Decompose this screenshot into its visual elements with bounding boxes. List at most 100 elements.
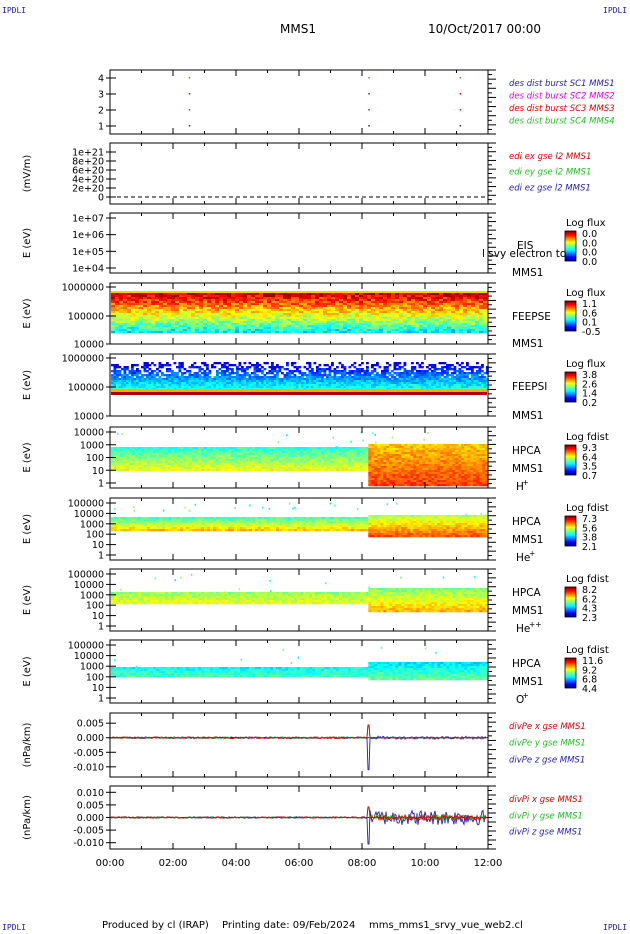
- heatmap-cell: [228, 469, 232, 472]
- heatmap-cell: [180, 467, 184, 470]
- heatmap-cell: [327, 461, 331, 464]
- heatmap-cell: [423, 386, 427, 389]
- heatmap-cell: [407, 462, 411, 465]
- heatmap-cell: [341, 372, 344, 375]
- heatmap-cell: [159, 295, 164, 298]
- heatmap-cell: [379, 329, 384, 332]
- heatmap-cell: [301, 372, 304, 375]
- heatmap-cell: [419, 319, 424, 322]
- heatmap-cell: [319, 325, 324, 328]
- heatmap-cell: [207, 329, 212, 332]
- heatmap-cell: [386, 460, 390, 463]
- heatmap-cell: [216, 467, 220, 470]
- heatmap-cell: [263, 321, 268, 324]
- heatmap-cell: [235, 299, 240, 302]
- heatmap-cell: [354, 465, 358, 468]
- heatmap-cell: [303, 465, 307, 468]
- heatmap-cell: [256, 376, 259, 379]
- heatmap-cell: [210, 461, 214, 464]
- heatmap-cell: [191, 301, 196, 304]
- heatmap-cell: [355, 319, 360, 322]
- heatmap-cell: [228, 382, 232, 385]
- heatmap-cell: [348, 374, 352, 377]
- heatmap-cell: [258, 455, 262, 458]
- heatmap-cell: [297, 459, 301, 462]
- heatmap-cell: [158, 382, 162, 385]
- heatmap-cell: [201, 447, 205, 450]
- heatmap-cell: [338, 362, 342, 365]
- heatmap-cell: [377, 454, 381, 457]
- heatmap-cell: [294, 455, 298, 458]
- heatmap-cell: [135, 449, 139, 452]
- heatmap-cell: [267, 461, 271, 464]
- heatmap-cell: [189, 449, 193, 452]
- heatmap-cell: [238, 386, 242, 389]
- heatmap-cell: [335, 329, 340, 332]
- heatmap-cell: [455, 319, 460, 322]
- heatmap-cell: [326, 368, 329, 371]
- heatmap-cell: [243, 457, 247, 460]
- heatmap-cell: [401, 380, 404, 383]
- heatmap-cell: [404, 462, 408, 465]
- heatmap-cell: [347, 313, 352, 316]
- heatmap-cell: [127, 315, 132, 318]
- heatmap-cell: [374, 444, 378, 447]
- heatmap-cell: [204, 463, 208, 466]
- heatmap-cell: [199, 301, 204, 304]
- heatmap-cell: [323, 329, 328, 332]
- heatmap-cell: [178, 362, 182, 365]
- heatmap-cell: [249, 453, 253, 456]
- heatmap-cell: [141, 386, 144, 389]
- heatmap-cell: [379, 307, 384, 310]
- heatmap-cell: [415, 315, 420, 318]
- heatmap-cell: [281, 372, 284, 375]
- heatmap-cell: [174, 467, 178, 470]
- heatmap-cell: [467, 309, 472, 312]
- heatmap-cell: [273, 451, 277, 454]
- heatmap-cell: [319, 307, 324, 310]
- heatmap-cell: [431, 364, 434, 367]
- heatmap-cell: [117, 451, 121, 454]
- heatmap-cell: [468, 386, 472, 389]
- heatmap-cell: [171, 382, 174, 385]
- heatmap-cell: [231, 295, 236, 298]
- heatmap-cell: [407, 464, 411, 467]
- heatmap-cell: [383, 325, 388, 328]
- heatmap-cell: [331, 362, 334, 365]
- heatmap-cell: [195, 301, 200, 304]
- heatmap-cell: [128, 382, 132, 385]
- heatmap-cell: [371, 484, 375, 487]
- heatmap-cell: [282, 449, 286, 452]
- heatmap-cell: [386, 366, 389, 369]
- heatmap-cell: [117, 465, 121, 468]
- heatmap-cell: [219, 325, 224, 328]
- y-tick-label: 3: [98, 90, 104, 101]
- heatmap-cell: [411, 309, 416, 312]
- heatmap-cell: [467, 329, 472, 332]
- heatmap-cell: [341, 386, 344, 389]
- heatmap-cell: [355, 309, 360, 312]
- heatmap-cell: [131, 370, 134, 373]
- heatmap-cell: [177, 463, 181, 466]
- heatmap-cell: [163, 364, 167, 367]
- heatmap-cell: [461, 372, 464, 375]
- heatmap-cell: [431, 317, 436, 320]
- heatmap-cell: [247, 319, 252, 322]
- heatmap-cell: [251, 305, 256, 308]
- heatmap-cell: [303, 380, 307, 383]
- heatmap-cell: [135, 313, 140, 316]
- heatmap-cell: [235, 311, 240, 314]
- heatmap-cell: [241, 384, 244, 387]
- heatmap-cell: [443, 380, 447, 383]
- heatmap-cell: [198, 449, 202, 452]
- heatmap-cell: [240, 457, 244, 460]
- heatmap-cell: [263, 327, 268, 330]
- heatmap-cell: [376, 372, 379, 375]
- heatmap-cell: [153, 457, 157, 460]
- heatmap-cell: [339, 469, 343, 472]
- heatmap-cell: [219, 447, 223, 450]
- heatmap-cell: [408, 378, 412, 381]
- heatmap-cell: [211, 295, 216, 298]
- heatmap-cell: [219, 449, 223, 452]
- heatmap-cell: [403, 386, 407, 389]
